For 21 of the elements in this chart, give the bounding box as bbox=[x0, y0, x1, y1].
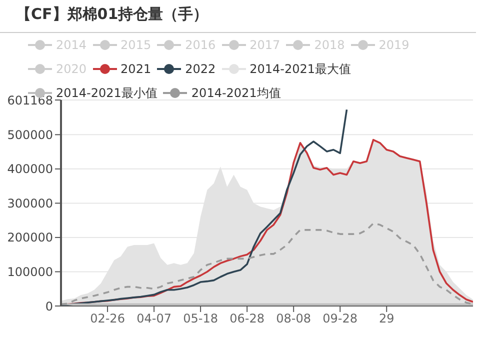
legend-label: 2014-2021均值 bbox=[191, 84, 281, 102]
legend-label: 2022 bbox=[185, 62, 216, 76]
y-tick-label: 500000 bbox=[7, 128, 53, 142]
y-tick-label: 200000 bbox=[7, 230, 53, 245]
x-tick-label: 04-07 bbox=[136, 312, 172, 326]
legend-label: 2014-2021最大值 bbox=[250, 60, 352, 78]
y-tick-label: 601168 bbox=[7, 93, 53, 108]
x-tick-label: 05-18 bbox=[183, 312, 218, 326]
x-tick-label: 06-28 bbox=[230, 312, 264, 326]
y-tick-label: 400000 bbox=[7, 162, 53, 176]
x-tick-label: 08-08 bbox=[276, 312, 312, 326]
x-tick-label: 29 bbox=[378, 312, 394, 326]
legend-label: 2021 bbox=[120, 62, 152, 76]
legend-label: 2014-2021最小值 bbox=[56, 84, 158, 102]
chart-title: 【CF】郑棉01持仓量（手） bbox=[16, 5, 208, 24]
x-tick-label: 09-28 bbox=[322, 312, 358, 326]
y-tick-label: 300000 bbox=[7, 196, 53, 210]
line-series bbox=[61, 108, 348, 306]
x-tick-label: 02-26 bbox=[90, 312, 125, 326]
y-tick-label: 100000 bbox=[7, 264, 53, 279]
y-tick-label: 0 bbox=[45, 299, 53, 314]
